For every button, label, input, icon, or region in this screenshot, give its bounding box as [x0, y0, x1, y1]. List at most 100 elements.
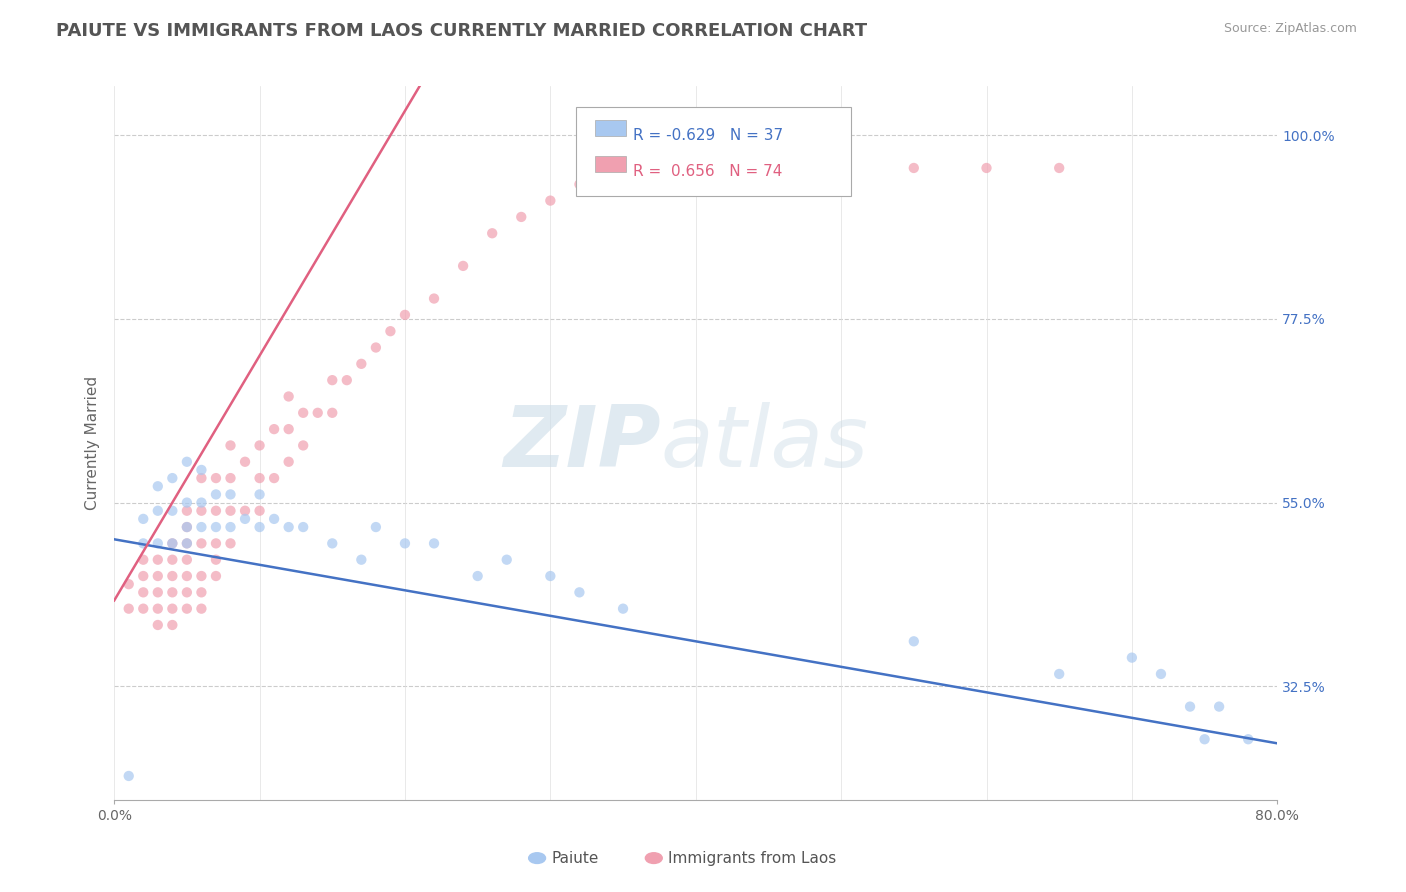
Point: [219, 487, 242, 501]
Point: [249, 487, 271, 501]
Point: [685, 153, 707, 167]
Point: [190, 536, 212, 550]
Point: [146, 569, 169, 583]
Point: [538, 569, 561, 583]
Point: [118, 769, 141, 783]
Text: PAIUTE VS IMMIGRANTS FROM LAOS CURRENTLY MARRIED CORRELATION CHART: PAIUTE VS IMMIGRANTS FROM LAOS CURRENTLY…: [56, 22, 868, 40]
Point: [277, 520, 299, 534]
Point: [132, 601, 155, 615]
Point: [176, 536, 198, 550]
Point: [263, 471, 285, 485]
Point: [568, 585, 591, 599]
Point: [190, 569, 212, 583]
Y-axis label: Currently Married: Currently Married: [86, 376, 100, 510]
Point: [176, 569, 198, 583]
Point: [219, 536, 242, 550]
Point: [162, 585, 184, 599]
Point: [423, 292, 446, 306]
Point: [277, 422, 299, 436]
Point: [190, 520, 212, 534]
Point: [162, 601, 184, 615]
Point: [132, 552, 155, 566]
Point: [976, 161, 998, 175]
Point: [350, 357, 373, 371]
Point: [380, 324, 402, 338]
Point: [495, 552, 517, 566]
Point: [132, 512, 155, 526]
Point: [162, 552, 184, 566]
Point: [190, 585, 212, 599]
Point: [263, 422, 285, 436]
Point: [132, 536, 155, 550]
Point: [277, 389, 299, 403]
Point: [612, 178, 634, 192]
Point: [162, 536, 184, 550]
Point: [350, 552, 373, 566]
Point: [176, 601, 198, 615]
Point: [233, 504, 256, 518]
Point: [307, 406, 329, 420]
Point: [176, 536, 198, 550]
Text: ZIP: ZIP: [503, 402, 661, 485]
Point: [1121, 650, 1143, 665]
Point: [176, 552, 198, 566]
Point: [205, 520, 228, 534]
Point: [1047, 667, 1070, 681]
Point: [451, 259, 474, 273]
Point: [655, 161, 678, 175]
Point: [612, 601, 634, 615]
Point: [205, 471, 228, 485]
Point: [205, 552, 228, 566]
Point: [321, 373, 343, 387]
Text: R = -0.629   N = 37: R = -0.629 N = 37: [633, 128, 783, 144]
Point: [162, 569, 184, 583]
Point: [1208, 699, 1230, 714]
Point: [205, 569, 228, 583]
Point: [728, 161, 751, 175]
Point: [205, 536, 228, 550]
Point: [176, 520, 198, 534]
Text: Source: ZipAtlas.com: Source: ZipAtlas.com: [1223, 22, 1357, 36]
Point: [292, 520, 315, 534]
Point: [146, 479, 169, 493]
Point: [219, 520, 242, 534]
Point: [176, 495, 198, 509]
Point: [190, 601, 212, 615]
Point: [510, 210, 533, 224]
Point: [292, 406, 315, 420]
Point: [132, 569, 155, 583]
Point: [205, 504, 228, 518]
Point: [481, 227, 503, 241]
Text: atlas: atlas: [661, 402, 869, 485]
Point: [336, 373, 359, 387]
Point: [277, 455, 299, 469]
Point: [1194, 732, 1216, 747]
Point: [292, 438, 315, 452]
Point: [146, 552, 169, 566]
Point: [903, 161, 925, 175]
Point: [118, 601, 141, 615]
Point: [146, 601, 169, 615]
Point: [233, 455, 256, 469]
Point: [321, 536, 343, 550]
Point: [219, 504, 242, 518]
Point: [1237, 732, 1260, 747]
Point: [263, 512, 285, 526]
Point: [146, 585, 169, 599]
Point: [233, 512, 256, 526]
Point: [118, 577, 141, 591]
Point: [423, 536, 446, 550]
Point: [364, 520, 387, 534]
Point: [538, 194, 561, 208]
Point: [176, 520, 198, 534]
Point: [162, 618, 184, 632]
Point: [249, 520, 271, 534]
Point: [162, 471, 184, 485]
Point: [190, 471, 212, 485]
Point: [321, 406, 343, 420]
Point: [903, 634, 925, 648]
Point: [568, 178, 591, 192]
Point: [132, 585, 155, 599]
Point: [1178, 699, 1201, 714]
Point: [146, 618, 169, 632]
